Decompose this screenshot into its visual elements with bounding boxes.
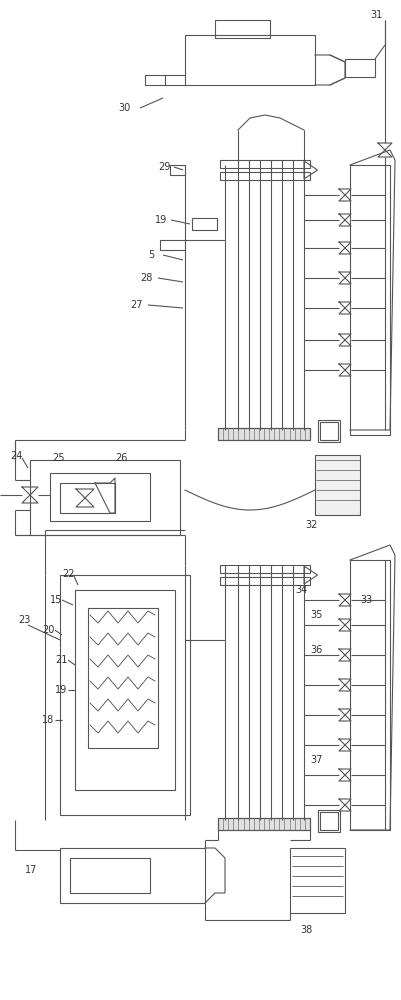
Text: 19: 19 (155, 215, 167, 225)
Text: 25: 25 (52, 453, 65, 463)
Text: 38: 38 (300, 925, 312, 935)
Text: 37: 37 (310, 755, 322, 765)
Bar (88, 608, 158, 748)
Bar (70, 858, 150, 893)
Bar (315, 455, 360, 515)
Bar (220, 577, 310, 585)
Text: 23: 23 (18, 615, 30, 625)
Bar (320, 422, 338, 440)
Bar (318, 420, 340, 442)
Bar (50, 473, 150, 521)
Bar (320, 812, 338, 830)
Text: 22: 22 (62, 569, 75, 579)
Text: 36: 36 (310, 645, 322, 655)
Text: 24: 24 (10, 451, 22, 461)
Text: 29: 29 (158, 162, 170, 172)
Text: 30: 30 (118, 103, 130, 113)
Bar (350, 165, 390, 435)
Bar (318, 810, 340, 832)
Bar (192, 218, 217, 230)
Bar (60, 848, 205, 903)
Text: 18: 18 (42, 715, 54, 725)
Bar (60, 483, 115, 513)
Bar (60, 575, 190, 815)
Text: 28: 28 (140, 273, 152, 283)
Text: 32: 32 (305, 520, 317, 530)
Text: 34: 34 (295, 585, 307, 595)
Bar (220, 172, 310, 180)
Text: 33: 33 (360, 595, 372, 605)
Text: 20: 20 (42, 625, 55, 635)
Text: 35: 35 (310, 610, 322, 620)
Bar (185, 35, 315, 85)
Text: 26: 26 (115, 453, 128, 463)
Text: 31: 31 (370, 10, 382, 20)
Bar (218, 428, 310, 440)
Text: 15: 15 (50, 595, 63, 605)
Bar (345, 59, 375, 77)
Bar (220, 160, 310, 168)
Text: 21: 21 (55, 655, 67, 665)
Bar (218, 428, 310, 440)
Bar (350, 560, 390, 830)
Bar (75, 590, 175, 790)
Text: 19: 19 (55, 685, 67, 695)
Text: 17: 17 (25, 865, 37, 875)
Bar (220, 565, 310, 573)
Bar (218, 818, 310, 830)
Bar (30, 460, 180, 535)
Bar (290, 848, 345, 913)
Text: 27: 27 (130, 300, 142, 310)
Bar (215, 20, 270, 38)
Text: 5: 5 (148, 250, 154, 260)
Bar (218, 818, 310, 830)
